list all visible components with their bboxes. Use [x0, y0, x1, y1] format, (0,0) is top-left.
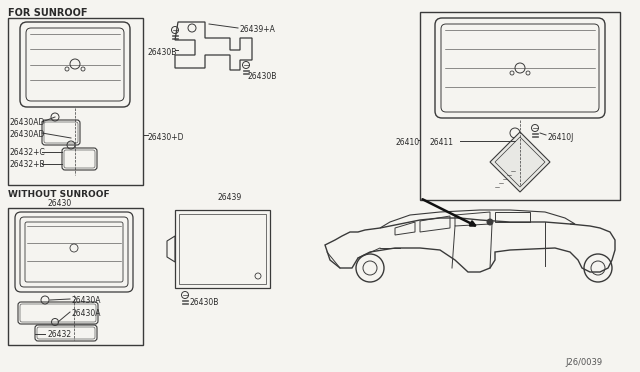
Text: 26430B: 26430B [248, 72, 277, 81]
Text: 26430AD: 26430AD [10, 130, 45, 139]
Text: 26430: 26430 [48, 199, 72, 208]
Text: 26432+C: 26432+C [10, 148, 45, 157]
Bar [175, 210, 270, 288]
Text: 26410J: 26410J [548, 133, 574, 142]
Text: WITHOUT SUNROOF: WITHOUT SUNROOF [8, 190, 109, 199]
Text: 26411: 26411 [430, 138, 454, 147]
Text: 26430B: 26430B [148, 48, 177, 57]
Text: 26430A: 26430A [72, 309, 102, 318]
Text: 26432+B: 26432+B [10, 160, 45, 169]
Bar [8, 18, 143, 185]
Bar [179, 214, 266, 284]
Text: 26430+D: 26430+D [148, 133, 184, 142]
Text: 26410: 26410 [395, 138, 419, 147]
Polygon shape [490, 132, 550, 192]
Text: 26430AD: 26430AD [10, 118, 45, 127]
Text: 26439+A: 26439+A [240, 25, 276, 34]
Text: 26439: 26439 [218, 193, 243, 202]
Text: 26432: 26432 [48, 330, 72, 339]
Bar [8, 208, 143, 345]
Circle shape [487, 219, 493, 225]
Text: 26430A: 26430A [72, 296, 102, 305]
Bar [420, 12, 620, 200]
Text: 26430B: 26430B [190, 298, 220, 307]
Text: J26/0039: J26/0039 [565, 358, 602, 367]
Text: FOR SUNROOF: FOR SUNROOF [8, 8, 88, 18]
